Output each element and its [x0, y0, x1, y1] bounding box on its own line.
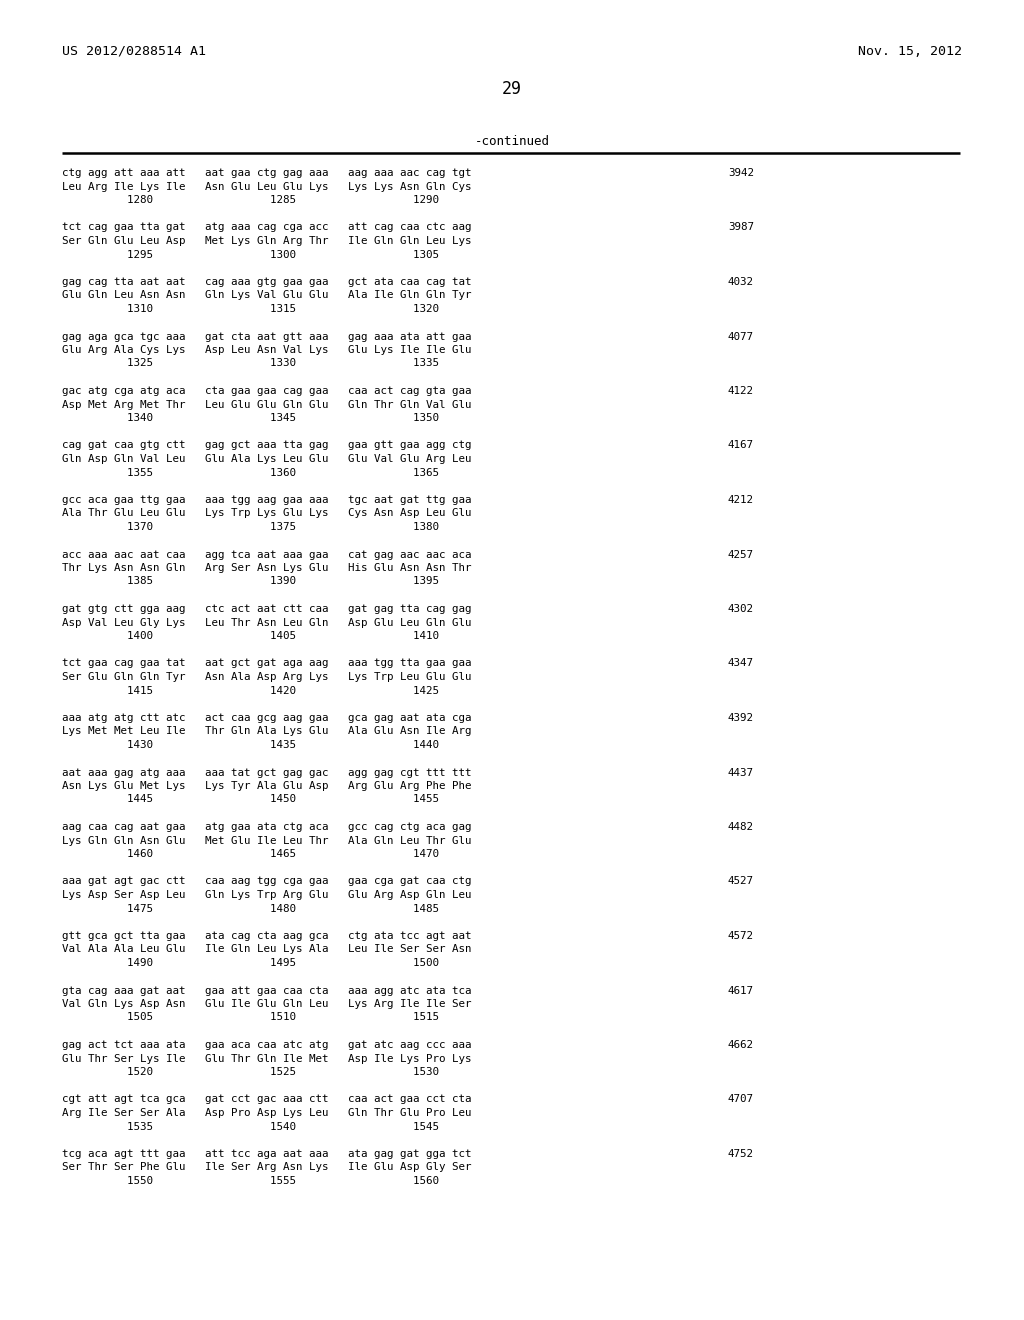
Text: 1310                  1315                  1320: 1310 1315 1320: [62, 304, 439, 314]
Text: gta cag aaa gat aat   gaa att gaa caa cta   aaa agg atc ata tca: gta cag aaa gat aat gaa att gaa caa cta …: [62, 986, 471, 995]
Text: gat gtg ctt gga aag   ctc act aat ctt caa   gat gag tta cag gag: gat gtg ctt gga aag ctc act aat ctt caa …: [62, 605, 471, 614]
Text: 4392: 4392: [728, 713, 754, 723]
Text: 1385                  1390                  1395: 1385 1390 1395: [62, 577, 439, 586]
Text: 1535                  1540                  1545: 1535 1540 1545: [62, 1122, 439, 1131]
Text: ctg agg att aaa att   aat gaa ctg gag aaa   aag aaa aac cag tgt: ctg agg att aaa att aat gaa ctg gag aaa …: [62, 168, 471, 178]
Text: Nov. 15, 2012: Nov. 15, 2012: [858, 45, 962, 58]
Text: 4347: 4347: [728, 659, 754, 668]
Text: cag gat caa gtg ctt   gag gct aaa tta gag   gaa gtt gaa agg ctg: cag gat caa gtg ctt gag gct aaa tta gag …: [62, 441, 471, 450]
Text: gcc aca gaa ttg gaa   aaa tgg aag gaa aaa   tgc aat gat ttg gaa: gcc aca gaa ttg gaa aaa tgg aag gaa aaa …: [62, 495, 471, 506]
Text: -continued: -continued: [474, 135, 550, 148]
Text: 4707: 4707: [728, 1094, 754, 1105]
Text: Lys Gln Gln Asn Glu   Met Glu Ile Leu Thr   Ala Gln Leu Thr Glu: Lys Gln Gln Asn Glu Met Glu Ile Leu Thr …: [62, 836, 471, 846]
Text: tcg aca agt ttt gaa   att tcc aga aat aaa   ata gag gat gga tct: tcg aca agt ttt gaa att tcc aga aat aaa …: [62, 1148, 471, 1159]
Text: 4752: 4752: [728, 1148, 754, 1159]
Text: 1505                  1510                  1515: 1505 1510 1515: [62, 1012, 439, 1023]
Text: 1475                  1480                  1485: 1475 1480 1485: [62, 903, 439, 913]
Text: 1295                  1300                  1305: 1295 1300 1305: [62, 249, 439, 260]
Text: 1445                  1450                  1455: 1445 1450 1455: [62, 795, 439, 804]
Text: 4572: 4572: [728, 931, 754, 941]
Text: 3987: 3987: [728, 223, 754, 232]
Text: Glu Gln Leu Asn Asn   Gln Lys Val Glu Glu   Ala Ile Gln Gln Tyr: Glu Gln Leu Asn Asn Gln Lys Val Glu Glu …: [62, 290, 471, 301]
Text: aat aaa gag atg aaa   aaa tat gct gag gac   agg gag cgt ttt ttt: aat aaa gag atg aaa aaa tat gct gag gac …: [62, 767, 471, 777]
Text: 4482: 4482: [728, 822, 754, 832]
Text: 4167: 4167: [728, 441, 754, 450]
Text: Asp Met Arg Met Thr   Leu Glu Glu Gln Glu   Gln Thr Gln Val Glu: Asp Met Arg Met Thr Leu Glu Glu Gln Glu …: [62, 400, 471, 409]
Text: 4527: 4527: [728, 876, 754, 887]
Text: 4212: 4212: [728, 495, 754, 506]
Text: tct gaa cag gaa tat   aat gct gat aga aag   aaa tgg tta gaa gaa: tct gaa cag gaa tat aat gct gat aga aag …: [62, 659, 471, 668]
Text: Asn Lys Glu Met Lys   Lys Tyr Ala Glu Asp   Arg Glu Arg Phe Phe: Asn Lys Glu Met Lys Lys Tyr Ala Glu Asp …: [62, 781, 471, 791]
Text: Glu Arg Ala Cys Lys   Asp Leu Asn Val Lys   Glu Lys Ile Ile Glu: Glu Arg Ala Cys Lys Asp Leu Asn Val Lys …: [62, 345, 471, 355]
Text: 1460                  1465                  1470: 1460 1465 1470: [62, 849, 439, 859]
Text: Ala Thr Glu Leu Glu   Lys Trp Lys Glu Lys   Cys Asn Asp Leu Glu: Ala Thr Glu Leu Glu Lys Trp Lys Glu Lys …: [62, 508, 471, 519]
Text: 4122: 4122: [728, 385, 754, 396]
Text: 1550                  1555                  1560: 1550 1555 1560: [62, 1176, 439, 1185]
Text: Lys Met Met Leu Ile   Thr Gln Ala Lys Glu   Ala Glu Asn Ile Arg: Lys Met Met Leu Ile Thr Gln Ala Lys Glu …: [62, 726, 471, 737]
Text: aag caa cag aat gaa   atg gaa ata ctg aca   gcc cag ctg aca gag: aag caa cag aat gaa atg gaa ata ctg aca …: [62, 822, 471, 832]
Text: gag aga gca tgc aaa   gat cta aat gtt aaa   gag aaa ata att gaa: gag aga gca tgc aaa gat cta aat gtt aaa …: [62, 331, 471, 342]
Text: Ser Glu Gln Gln Tyr   Asn Ala Asp Arg Lys   Lys Trp Leu Glu Glu: Ser Glu Gln Gln Tyr Asn Ala Asp Arg Lys …: [62, 672, 471, 682]
Text: gag cag tta aat aat   cag aaa gtg gaa gaa   gct ata caa cag tat: gag cag tta aat aat cag aaa gtg gaa gaa …: [62, 277, 471, 286]
Text: Val Gln Lys Asp Asn   Glu Ile Glu Gln Leu   Lys Arg Ile Ile Ser: Val Gln Lys Asp Asn Glu Ile Glu Gln Leu …: [62, 999, 471, 1008]
Text: 4032: 4032: [728, 277, 754, 286]
Text: 1415                  1420                  1425: 1415 1420 1425: [62, 685, 439, 696]
Text: gtt gca gct tta gaa   ata cag cta aag gca   ctg ata tcc agt aat: gtt gca gct tta gaa ata cag cta aag gca …: [62, 931, 471, 941]
Text: Leu Arg Ile Lys Ile   Asn Glu Leu Glu Lys   Lys Lys Asn Gln Cys: Leu Arg Ile Lys Ile Asn Glu Leu Glu Lys …: [62, 181, 471, 191]
Text: 1340                  1345                  1350: 1340 1345 1350: [62, 413, 439, 422]
Text: Thr Lys Asn Asn Gln   Arg Ser Asn Lys Glu   His Glu Asn Asn Thr: Thr Lys Asn Asn Gln Arg Ser Asn Lys Glu …: [62, 564, 471, 573]
Text: cgt att agt tca gca   gat cct gac aaa ctt   caa act gaa cct cta: cgt att agt tca gca gat cct gac aaa ctt …: [62, 1094, 471, 1105]
Text: 4617: 4617: [728, 986, 754, 995]
Text: 1490                  1495                  1500: 1490 1495 1500: [62, 958, 439, 968]
Text: Ser Thr Ser Phe Glu   Ile Ser Arg Asn Lys   Ile Glu Asp Gly Ser: Ser Thr Ser Phe Glu Ile Ser Arg Asn Lys …: [62, 1163, 471, 1172]
Text: Glu Thr Ser Lys Ile   Glu Thr Gln Ile Met   Asp Ile Lys Pro Lys: Glu Thr Ser Lys Ile Glu Thr Gln Ile Met …: [62, 1053, 471, 1064]
Text: tct cag gaa tta gat   atg aaa cag cga acc   att cag caa ctc aag: tct cag gaa tta gat atg aaa cag cga acc …: [62, 223, 471, 232]
Text: 1520                  1525                  1530: 1520 1525 1530: [62, 1067, 439, 1077]
Text: 4077: 4077: [728, 331, 754, 342]
Text: 4257: 4257: [728, 549, 754, 560]
Text: 1280                  1285                  1290: 1280 1285 1290: [62, 195, 439, 205]
Text: 1325                  1330                  1335: 1325 1330 1335: [62, 359, 439, 368]
Text: aaa gat agt gac ctt   caa aag tgg cga gaa   gaa cga gat caa ctg: aaa gat agt gac ctt caa aag tgg cga gaa …: [62, 876, 471, 887]
Text: 1355                  1360                  1365: 1355 1360 1365: [62, 467, 439, 478]
Text: US 2012/0288514 A1: US 2012/0288514 A1: [62, 45, 206, 58]
Text: 1400                  1405                  1410: 1400 1405 1410: [62, 631, 439, 642]
Text: 4437: 4437: [728, 767, 754, 777]
Text: Lys Asp Ser Asp Leu   Gln Lys Trp Arg Glu   Glu Arg Asp Gln Leu: Lys Asp Ser Asp Leu Gln Lys Trp Arg Glu …: [62, 890, 471, 900]
Text: Val Ala Ala Leu Glu   Ile Gln Leu Lys Ala   Leu Ile Ser Ser Asn: Val Ala Ala Leu Glu Ile Gln Leu Lys Ala …: [62, 945, 471, 954]
Text: Arg Ile Ser Ser Ala   Asp Pro Asp Lys Leu   Gln Thr Glu Pro Leu: Arg Ile Ser Ser Ala Asp Pro Asp Lys Leu …: [62, 1107, 471, 1118]
Text: 4662: 4662: [728, 1040, 754, 1049]
Text: gag act tct aaa ata   gaa aca caa atc atg   gat atc aag ccc aaa: gag act tct aaa ata gaa aca caa atc atg …: [62, 1040, 471, 1049]
Text: aaa atg atg ctt atc   act caa gcg aag gaa   gca gag aat ata cga: aaa atg atg ctt atc act caa gcg aag gaa …: [62, 713, 471, 723]
Text: acc aaa aac aat caa   agg tca aat aaa gaa   cat gag aac aac aca: acc aaa aac aat caa agg tca aat aaa gaa …: [62, 549, 471, 560]
Text: Asp Val Leu Gly Lys   Leu Thr Asn Leu Gln   Asp Glu Leu Gln Glu: Asp Val Leu Gly Lys Leu Thr Asn Leu Gln …: [62, 618, 471, 627]
Text: Gln Asp Gln Val Leu   Glu Ala Lys Leu Glu   Glu Val Glu Arg Leu: Gln Asp Gln Val Leu Glu Ala Lys Leu Glu …: [62, 454, 471, 465]
Text: 29: 29: [502, 81, 522, 98]
Text: 1370                  1375                  1380: 1370 1375 1380: [62, 521, 439, 532]
Text: Ser Gln Glu Leu Asp   Met Lys Gln Arg Thr   Ile Gln Gln Leu Lys: Ser Gln Glu Leu Asp Met Lys Gln Arg Thr …: [62, 236, 471, 246]
Text: 1430                  1435                  1440: 1430 1435 1440: [62, 741, 439, 750]
Text: 3942: 3942: [728, 168, 754, 178]
Text: 4302: 4302: [728, 605, 754, 614]
Text: gac atg cga atg aca   cta gaa gaa cag gaa   caa act cag gta gaa: gac atg cga atg aca cta gaa gaa cag gaa …: [62, 385, 471, 396]
